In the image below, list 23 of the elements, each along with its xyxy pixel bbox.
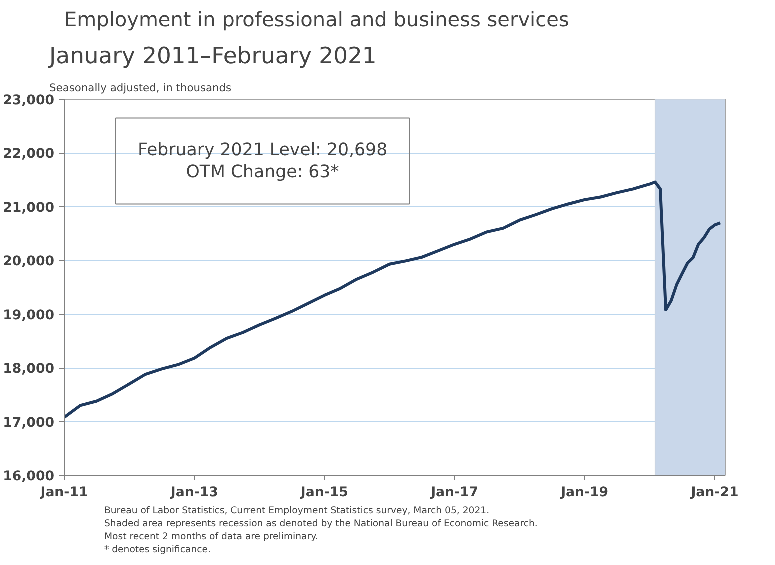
x-tick-label: Jan-15 bbox=[300, 486, 348, 500]
y-axis-title: Seasonally adjusted, in thousands bbox=[50, 82, 232, 94]
y-tick-label: 16,000 bbox=[3, 470, 55, 484]
y-tick-label: 19,000 bbox=[3, 308, 55, 324]
x-tick-label: Jan-13 bbox=[170, 486, 218, 500]
line-series bbox=[64, 180, 722, 419]
y-tick-label: 20,000 bbox=[3, 254, 55, 270]
y-tick-label: 23,000 bbox=[3, 94, 55, 108]
text: Shaded area represents recession as denoted by the National Bureau of Economic Research. bbox=[104, 518, 538, 530]
y-tick-label: 17,000 bbox=[3, 416, 55, 431]
text: * denotes significance. bbox=[104, 544, 211, 556]
x-tick-label: Jan-17 bbox=[430, 486, 479, 500]
x-tick-label: Jan-21 bbox=[690, 486, 739, 500]
annotation: February 2021 Level: 20,698 OTM Change: 63* bbox=[138, 140, 388, 182]
text: Most recent 2 months of data are preliminary. bbox=[104, 532, 318, 542]
text: Bureau of Labor Statistics, Current Employment Statistics survey, March 05, 2021. bbox=[104, 506, 490, 516]
x-tick-label: Jan-11 bbox=[40, 486, 88, 500]
chart-title: Employment in professional and business services bbox=[64, 8, 570, 32]
y-tick-label: 22,000 bbox=[3, 147, 55, 162]
x-tick-label: Jan-19 bbox=[560, 486, 609, 500]
chart-subtitle: January 2011–February 2021 bbox=[48, 44, 377, 70]
y-tick-label: 21,000 bbox=[3, 200, 55, 216]
y-tick-label: 18,000 bbox=[3, 362, 55, 378]
